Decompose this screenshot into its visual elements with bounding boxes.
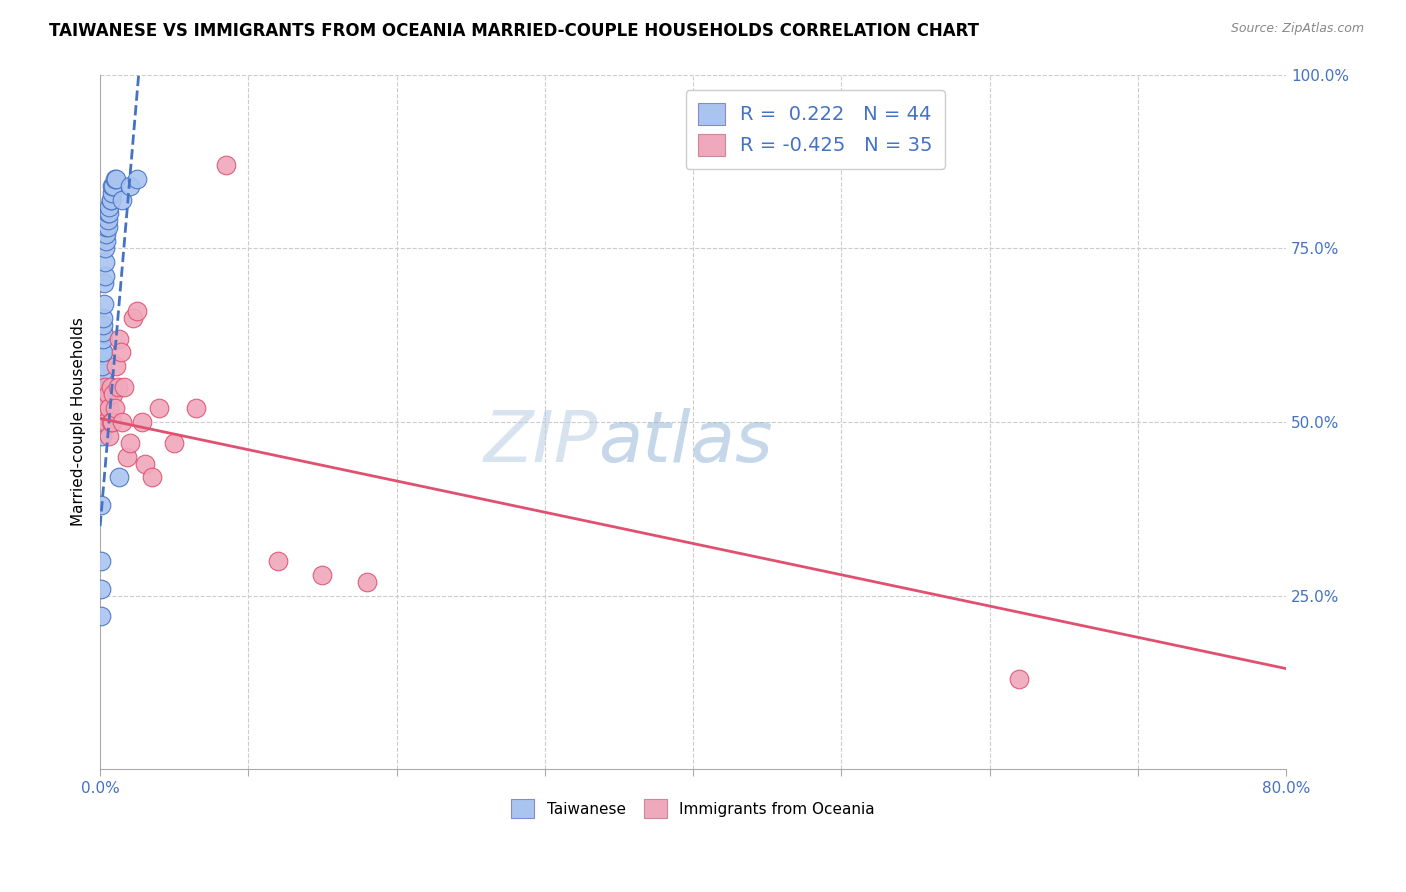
Point <box>101 186 124 200</box>
Point <box>98 429 121 443</box>
Point <box>91 387 114 401</box>
Point <box>94 415 117 429</box>
Point <box>93 401 115 415</box>
Point <box>105 171 128 186</box>
Point <box>96 220 118 235</box>
Point <box>127 171 149 186</box>
Point <box>141 470 163 484</box>
Point <box>148 401 170 415</box>
Point <box>104 401 127 415</box>
Point <box>127 303 149 318</box>
Point <box>186 401 208 415</box>
Point <box>98 401 121 415</box>
Point <box>1008 672 1031 686</box>
Text: TAIWANESE VS IMMIGRANTS FROM OCEANIA MARRIED-COUPLE HOUSEHOLDS CORRELATION CHART: TAIWANESE VS IMMIGRANTS FROM OCEANIA MAR… <box>49 22 979 40</box>
Point <box>98 200 121 214</box>
Point <box>90 380 112 394</box>
Point <box>111 415 134 429</box>
Point <box>91 359 114 374</box>
Point <box>93 255 115 269</box>
Point <box>94 220 117 235</box>
Point <box>100 193 122 207</box>
Point <box>91 310 114 325</box>
Point <box>108 470 131 484</box>
Text: Source: ZipAtlas.com: Source: ZipAtlas.com <box>1230 22 1364 36</box>
Point <box>103 178 125 193</box>
Point <box>121 310 143 325</box>
Point <box>93 241 115 255</box>
Point <box>90 394 112 409</box>
Point <box>90 415 112 429</box>
Point <box>267 554 290 568</box>
Point <box>94 234 117 248</box>
Point <box>100 415 122 429</box>
Point <box>94 227 117 242</box>
Point <box>90 582 112 596</box>
Point <box>90 380 112 394</box>
Point <box>103 387 125 401</box>
Point <box>93 380 115 394</box>
Point <box>91 332 114 346</box>
Point <box>104 171 127 186</box>
Point <box>118 435 141 450</box>
Point <box>93 268 115 283</box>
Point <box>131 415 153 429</box>
Point <box>101 415 124 429</box>
Legend: Taiwanese, Immigrants from Oceania: Taiwanese, Immigrants from Oceania <box>505 793 880 824</box>
Point <box>90 366 112 380</box>
Point <box>115 450 138 464</box>
Point <box>93 227 115 242</box>
Y-axis label: Married-couple Households: Married-couple Households <box>72 318 86 526</box>
Point <box>90 554 112 568</box>
Point <box>105 359 128 374</box>
Point <box>100 380 122 394</box>
Point <box>90 609 112 624</box>
Text: atlas: atlas <box>598 409 773 477</box>
Point <box>163 435 186 450</box>
Point <box>91 318 114 332</box>
Point <box>93 297 115 311</box>
Point <box>108 332 131 346</box>
Point <box>100 193 122 207</box>
Point <box>96 206 118 220</box>
Point <box>215 158 238 172</box>
Point <box>93 276 115 290</box>
Point <box>90 498 112 512</box>
Point <box>101 178 124 193</box>
Point <box>107 380 129 394</box>
Point <box>96 387 118 401</box>
Point <box>90 429 112 443</box>
Text: ZIP: ZIP <box>484 409 598 477</box>
Point <box>118 178 141 193</box>
Point <box>91 325 114 339</box>
Point <box>91 332 114 346</box>
Point <box>110 345 132 359</box>
Point <box>134 457 156 471</box>
Point <box>356 574 378 589</box>
Point <box>90 401 112 415</box>
Point <box>90 401 112 415</box>
Point <box>91 345 114 359</box>
Point <box>91 345 114 359</box>
Point <box>94 394 117 409</box>
Point <box>111 193 134 207</box>
Point <box>311 567 333 582</box>
Point <box>96 213 118 227</box>
Point <box>98 206 121 220</box>
Point <box>112 380 135 394</box>
